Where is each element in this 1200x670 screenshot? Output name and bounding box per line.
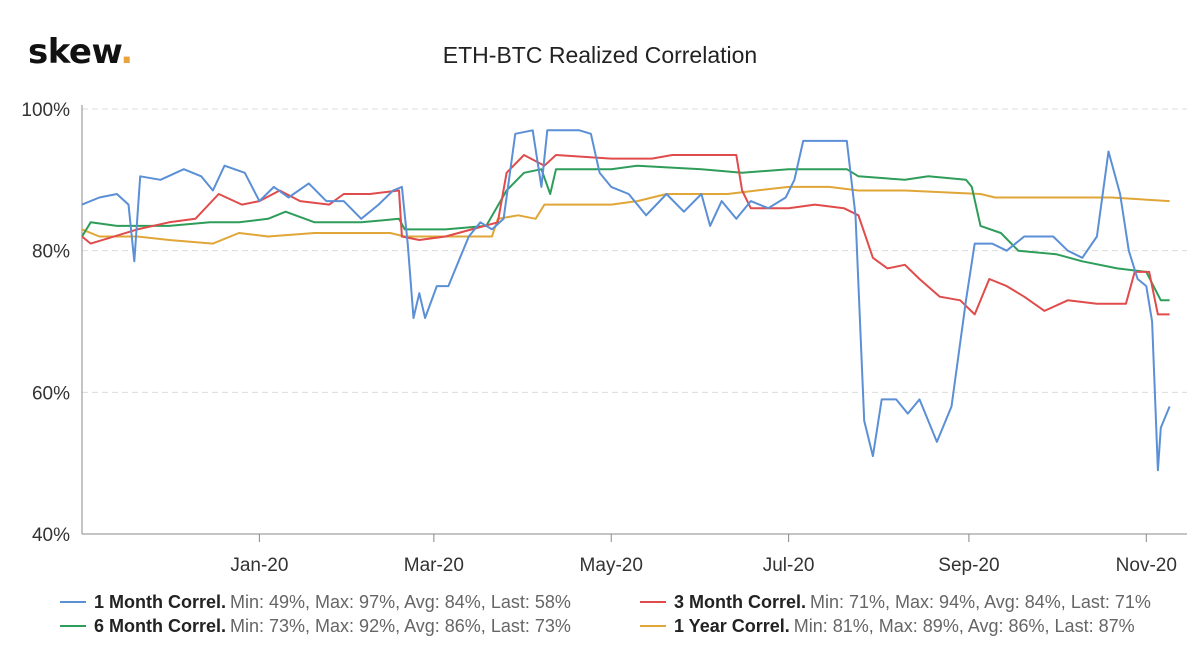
legend-swatch <box>640 625 666 627</box>
legend-swatch <box>640 601 666 603</box>
legend-stats: Min: 81%, Max: 89%, Avg: 86%, Last: 87% <box>793 615 1135 636</box>
series-lines <box>81 129 1171 472</box>
legend-item-1-month[interactable]: 1 Month Correl. Min: 49%, Max: 97%, Avg:… <box>60 592 640 613</box>
legend-row: 6 Month Correl. Min: 73%, Max: 92%, Avg:… <box>60 614 1190 638</box>
legend-label: 3 Month Correl. <box>674 591 807 612</box>
x-tick-label: Jul-20 <box>763 555 815 576</box>
legend-item-6-month[interactable]: 6 Month Correl. Min: 73%, Max: 92%, Avg:… <box>60 616 640 637</box>
y-tick-label: 40% <box>32 525 70 546</box>
x-tick-label: Nov-20 <box>1116 555 1177 576</box>
legend-label: 1 Month Correl. <box>94 591 227 612</box>
grid-lines <box>82 108 1187 393</box>
logo-dot: . <box>120 32 133 72</box>
axes: 40% 60% 80% 100% Jan-20 Mar-20 May-20 Jul-20 Sep… <box>21 100 1187 576</box>
legend-label: 1 Year Correl. <box>674 615 790 636</box>
legend-stats: Min: 49%, Max: 97%, Avg: 84%, Last: 58% <box>230 591 571 612</box>
legend-item-1-year[interactable]: 1 Year Correl. Min: 81%, Max: 89%, Avg: … <box>640 616 1135 637</box>
x-tick-label: Sep-20 <box>938 555 999 576</box>
legend-stats: Min: 71%, Max: 94%, Avg: 84%, Last: 71% <box>810 591 1151 612</box>
x-tick-label: May-20 <box>580 555 643 576</box>
series-line-1-month-correl <box>81 129 1171 472</box>
x-tick-label: Jan-20 <box>230 555 288 576</box>
logo-text: skew <box>28 32 121 72</box>
x-tick-label: Mar-20 <box>404 555 464 576</box>
legend: 1 Month Correl. Min: 49%, Max: 97%, Avg:… <box>60 590 1190 638</box>
legend-stats: Min: 73%, Max: 92%, Avg: 86%, Last: 73% <box>230 615 571 636</box>
legend-row: 1 Month Correl. Min: 49%, Max: 97%, Avg:… <box>60 590 1190 614</box>
y-tick-label: 60% <box>32 383 70 404</box>
series-line-1-year-correl <box>81 185 1170 245</box>
legend-item-3-month[interactable]: 3 Month Correl. Min: 71%, Max: 94%, Avg:… <box>640 592 1151 613</box>
skew-logo: skew. <box>28 32 133 72</box>
legend-swatch <box>60 601 86 603</box>
line-chart: 40% 60% 80% 100% Jan-20 Mar-20 May-20 Jul-20 Sep… <box>21 100 1187 576</box>
y-tick-label: 100% <box>21 100 70 121</box>
chart-title: ETH-BTC Realized Correlation <box>442 42 758 68</box>
y-tick-label: 80% <box>32 242 70 263</box>
legend-swatch <box>60 625 86 627</box>
legend-label: 6 Month Correl. <box>94 615 227 636</box>
